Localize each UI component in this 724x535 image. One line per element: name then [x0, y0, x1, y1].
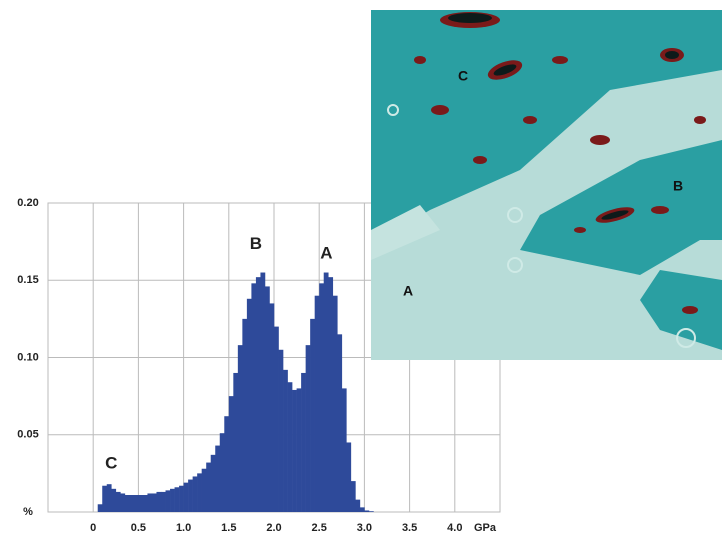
bar — [197, 473, 202, 512]
bar — [170, 488, 175, 512]
bar — [111, 488, 117, 512]
bar — [147, 493, 153, 512]
bar — [210, 454, 216, 512]
bar — [151, 493, 157, 512]
bar — [192, 476, 198, 512]
bar — [115, 491, 121, 512]
y-tick-label: % — [23, 506, 33, 518]
bar — [355, 499, 361, 512]
bar — [124, 495, 130, 512]
bar — [278, 349, 284, 512]
bar — [246, 298, 252, 512]
bar — [305, 345, 311, 512]
x-tick-label: 0 — [90, 522, 96, 534]
bar — [165, 490, 171, 512]
annotation: B — [250, 234, 262, 253]
y-tick-label: 0.05 — [17, 429, 38, 441]
bar — [161, 491, 166, 512]
x-tick-label: 4.0 — [447, 522, 462, 534]
x-tick-label: 1.5 — [221, 522, 236, 534]
bar — [350, 481, 356, 512]
bar — [237, 345, 243, 512]
image-label: C — [458, 68, 468, 84]
bar — [332, 295, 338, 512]
bar — [323, 272, 329, 512]
bar — [255, 277, 261, 512]
annotation: C — [105, 454, 117, 473]
bar — [242, 318, 248, 512]
bar — [201, 468, 207, 512]
bar — [106, 484, 112, 512]
bar — [264, 286, 270, 512]
y-tick-label: 0.15 — [17, 274, 38, 286]
bar — [269, 303, 275, 512]
bar — [142, 495, 148, 512]
bar — [319, 283, 325, 512]
bar — [337, 334, 343, 512]
bar — [188, 479, 193, 512]
micrograph: C B A — [371, 10, 722, 360]
bar — [224, 416, 230, 512]
bar — [206, 462, 212, 512]
bar — [97, 504, 103, 512]
bar — [138, 495, 144, 512]
bar — [174, 487, 180, 512]
bar — [283, 369, 288, 512]
bar — [359, 507, 365, 512]
bar — [233, 372, 239, 512]
bar — [215, 445, 221, 512]
bar — [292, 389, 297, 512]
bar — [274, 326, 279, 512]
x-axis-label: GPa — [474, 522, 497, 534]
bar — [314, 295, 320, 512]
x-tick-label: 2.0 — [266, 522, 281, 534]
bar — [120, 493, 126, 512]
bar — [251, 283, 257, 512]
annotation: A — [320, 243, 332, 262]
bar — [102, 485, 108, 512]
x-tick-label: 3.5 — [402, 522, 417, 534]
bar — [156, 491, 162, 512]
x-tick-label: 1.0 — [176, 522, 191, 534]
bar — [301, 372, 306, 512]
bar — [328, 277, 334, 512]
bar — [341, 388, 347, 512]
image-label: A — [403, 283, 413, 299]
image-label: B — [673, 178, 683, 194]
bar — [228, 396, 234, 512]
bar — [296, 388, 302, 512]
bar — [364, 510, 370, 512]
bar — [368, 511, 374, 512]
x-tick-label: 0.5 — [131, 522, 146, 534]
bar — [183, 482, 189, 512]
bar — [287, 382, 293, 512]
bar — [133, 495, 139, 512]
y-tick-label: 0.20 — [17, 197, 38, 209]
x-tick-label: 2.5 — [312, 522, 327, 534]
bar — [129, 495, 135, 512]
y-tick-label: 0.10 — [17, 351, 38, 363]
x-tick-label: 3.0 — [357, 522, 372, 534]
bar — [310, 318, 315, 512]
bar — [346, 442, 352, 512]
bar — [260, 272, 266, 512]
bar — [179, 485, 184, 512]
bar — [219, 433, 225, 512]
